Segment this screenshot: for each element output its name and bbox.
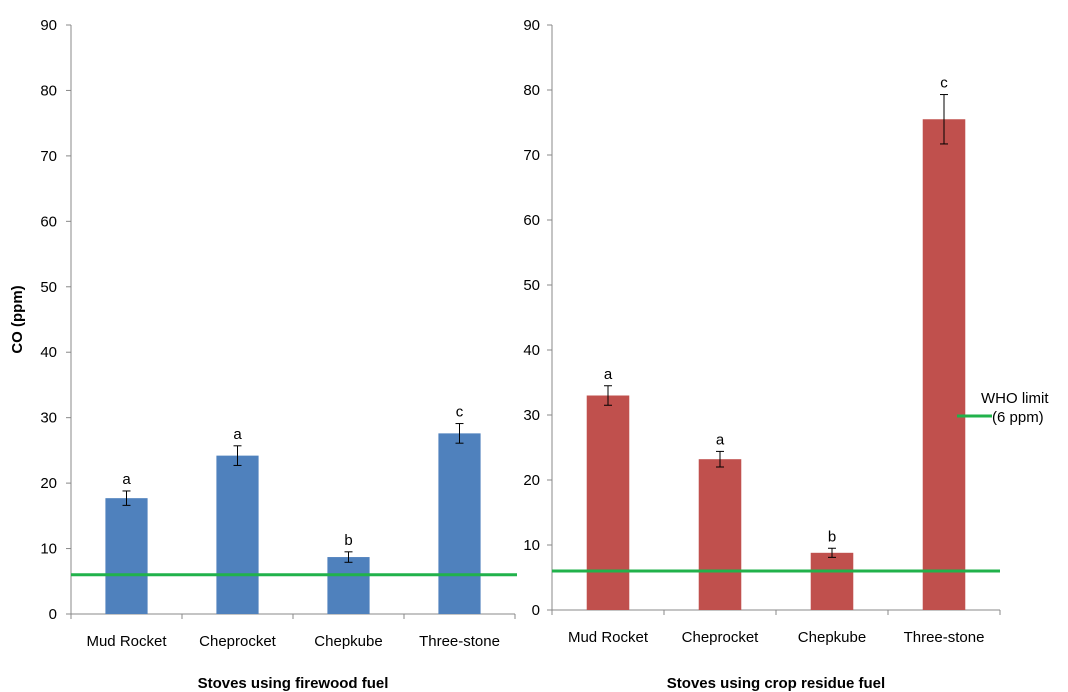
category-label: Mud Rocket: [86, 633, 167, 650]
significance-letter: a: [233, 426, 242, 443]
category-label: Three-stone: [419, 633, 500, 650]
significance-letter: a: [604, 366, 613, 383]
y-tick-label: 90: [40, 17, 57, 34]
bar: [105, 498, 148, 614]
significance-letter: a: [716, 431, 725, 448]
y-tick-label: 60: [523, 212, 540, 229]
category-label: Mud Rocket: [568, 629, 649, 646]
y-tick-label: 90: [523, 17, 540, 34]
y-tick-label: 30: [523, 407, 540, 424]
significance-letter: b: [828, 528, 836, 545]
significance-letter: b: [344, 532, 352, 549]
bar: [810, 552, 854, 610]
y-tick-label: 20: [523, 472, 540, 489]
y-tick-label: 80: [523, 82, 540, 99]
y-tick-label: 10: [523, 537, 540, 554]
y-tick-label: 10: [40, 541, 57, 558]
who-limit-label: WHO limit: [981, 390, 1049, 407]
category-label: Cheprocket: [199, 633, 277, 650]
bar: [438, 433, 481, 614]
bar: [216, 455, 259, 614]
y-tick-label: 50: [523, 277, 540, 294]
y-tick-label: 30: [40, 410, 57, 427]
significance-letter: c: [456, 404, 464, 421]
bar: [327, 557, 370, 614]
y-tick-label: 60: [40, 213, 57, 230]
bar: [586, 395, 630, 610]
crop-residue-chart-panel: 0 10 20 30 40 50 60 70 80 90 a Mud Rocket a Cheprocke…: [523, 17, 1001, 692]
y-tick-label: 50: [40, 279, 57, 296]
y-tick-label: 80: [40, 82, 57, 99]
x-axis-title: Stoves using firewood fuel: [198, 675, 389, 692]
firewood-chart-panel: 0 10 20 30 40 50 60 70 80 90 a Mud Rocket a Cheprocke…: [9, 17, 517, 692]
bar: [922, 119, 966, 610]
y-tick-label: 0: [532, 602, 540, 619]
y-tick-label: 70: [523, 147, 540, 164]
y-tick-label: 40: [40, 344, 57, 361]
y-tick-label: 70: [40, 148, 57, 165]
significance-letter: a: [122, 471, 131, 488]
category-label: Chepkube: [314, 633, 382, 650]
y-axis-title: CO (ppm): [9, 285, 26, 353]
category-label: Cheprocket: [682, 629, 760, 646]
who-limit-value-label: (6 ppm): [992, 409, 1044, 426]
category-label: Three-stone: [904, 629, 985, 646]
x-axis-title: Stoves using crop residue fuel: [667, 675, 885, 692]
y-tick-label: 20: [40, 475, 57, 492]
bar: [698, 459, 742, 610]
significance-letter: c: [940, 75, 948, 92]
category-label: Chepkube: [798, 629, 866, 646]
y-tick-label: 0: [49, 606, 57, 623]
y-tick-label: 40: [523, 342, 540, 359]
who-limit-legend: WHO limit (6 ppm): [957, 390, 1049, 426]
